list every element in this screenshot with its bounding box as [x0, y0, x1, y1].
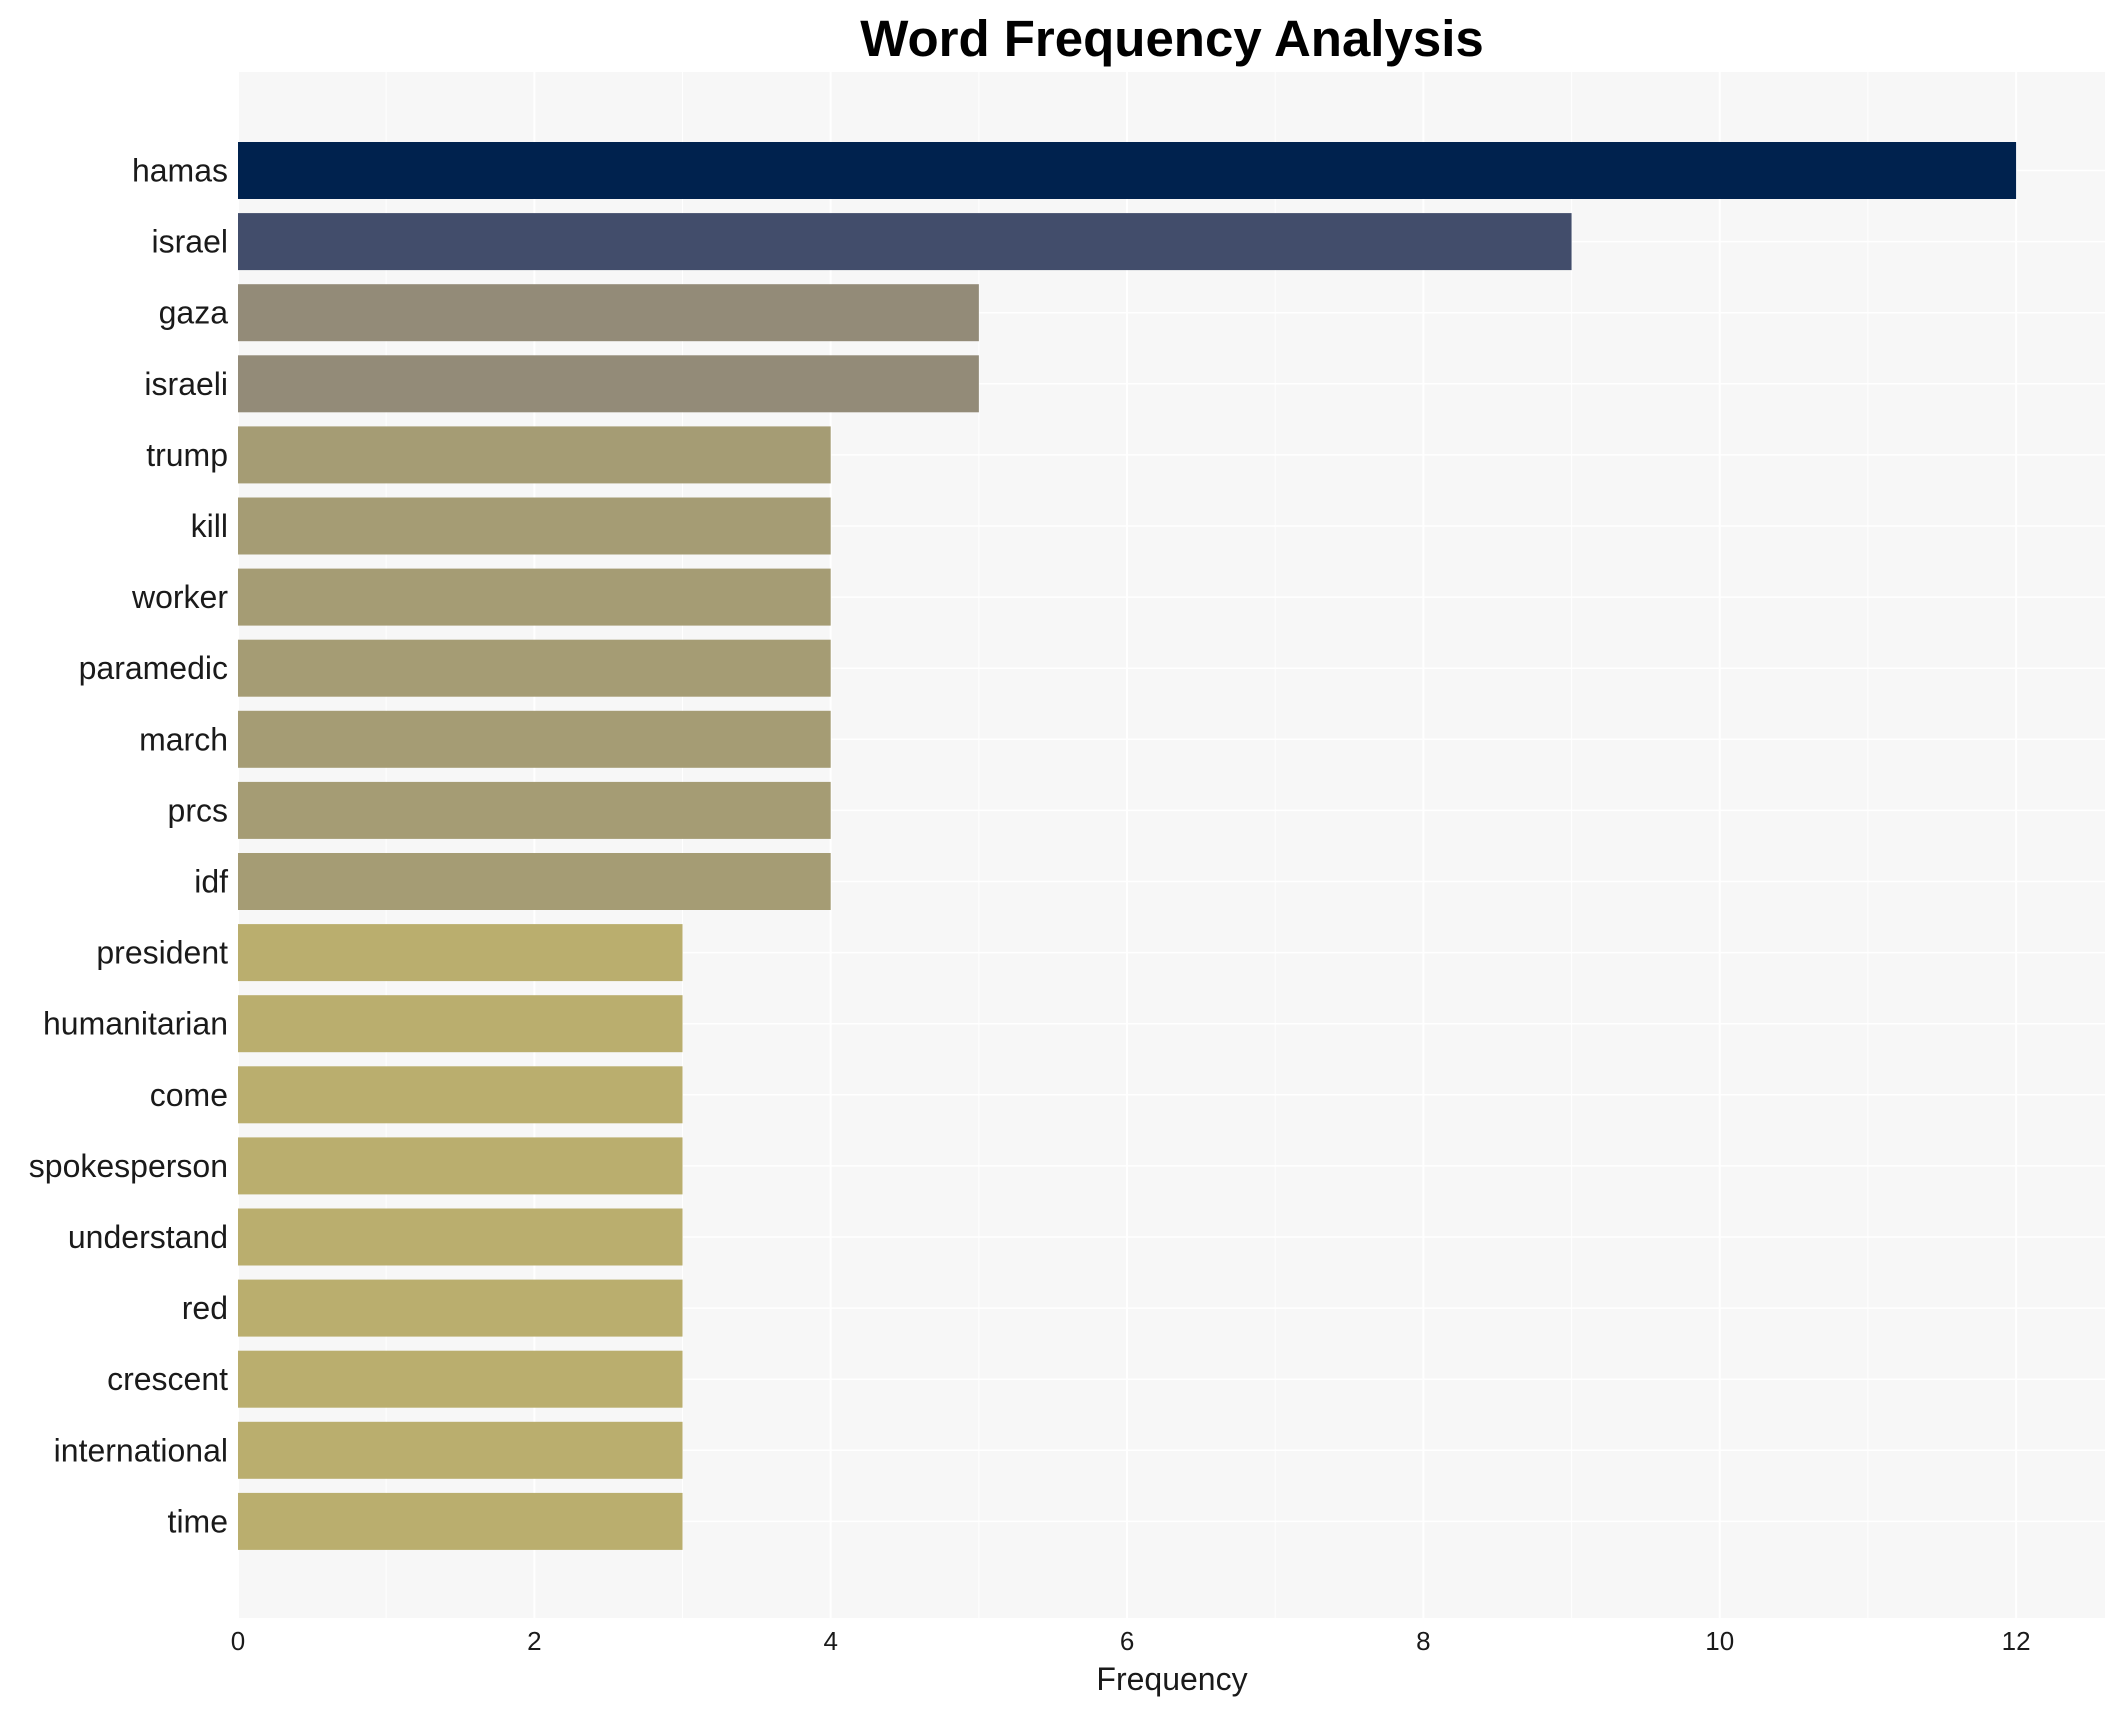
y-tick-label-march: march	[139, 721, 228, 757]
y-tick-label-crescent: crescent	[107, 1361, 228, 1397]
y-tick-label-israeli: israeli	[144, 366, 228, 402]
bar-understand	[238, 1208, 683, 1266]
bar-worker	[238, 568, 831, 626]
bar-international	[238, 1421, 683, 1479]
bar-red	[238, 1279, 683, 1337]
bar-crescent	[238, 1350, 683, 1408]
y-tick-label-president: president	[96, 935, 228, 971]
y-tick-label-understand: understand	[68, 1219, 228, 1255]
bar-president	[238, 924, 683, 982]
y-tick-label-gaza: gaza	[159, 295, 229, 331]
y-axis-labels: hamas israel gaza israeli trump kill worker par…	[29, 153, 229, 1540]
y-tick-label-come: come	[150, 1077, 228, 1113]
y-tick-label-hamas: hamas	[132, 153, 228, 189]
bar-come	[238, 1066, 683, 1124]
y-tick-label-israel: israel	[152, 224, 228, 260]
y-tick-label-international: international	[54, 1432, 228, 1468]
bar-kill	[238, 497, 831, 555]
x-axis-ticks: 0 2 4 6 8 10 12	[231, 1626, 2031, 1656]
x-tick-label: 0	[231, 1626, 245, 1656]
y-tick-label-idf: idf	[194, 864, 228, 900]
x-tick-label: 2	[527, 1626, 541, 1656]
bar-spokesperson	[238, 1137, 683, 1195]
bars	[238, 142, 2017, 1550]
y-tick-label-spokesperson: spokesperson	[29, 1148, 228, 1184]
y-tick-label-time: time	[168, 1503, 228, 1539]
bar-time	[238, 1492, 683, 1550]
y-tick-label-humanitarian: humanitarian	[43, 1006, 228, 1042]
bar-paramedic	[238, 639, 831, 697]
x-tick-label: 12	[2002, 1626, 2031, 1656]
bar-idf	[238, 853, 831, 910]
y-tick-label-trump: trump	[146, 437, 228, 473]
y-tick-label-worker: worker	[131, 579, 228, 615]
bar-humanitarian	[238, 995, 683, 1053]
x-tick-label: 4	[823, 1626, 837, 1656]
y-tick-label-red: red	[182, 1290, 228, 1326]
chart-title: Word Frequency Analysis	[860, 10, 1484, 67]
y-tick-label-prcs: prcs	[168, 792, 228, 828]
x-tick-label: 6	[1120, 1626, 1134, 1656]
y-tick-label-kill: kill	[191, 508, 228, 544]
bar-trump	[238, 426, 831, 484]
bar-march	[238, 710, 831, 768]
y-tick-label-paramedic: paramedic	[79, 650, 228, 686]
bar-hamas	[238, 142, 2017, 199]
x-tick-label: 8	[1416, 1626, 1430, 1656]
bar-prcs	[238, 781, 831, 839]
x-tick-label: 10	[1705, 1626, 1734, 1656]
x-axis-label: Frequency	[1096, 1661, 1247, 1697]
bar-gaza	[238, 284, 979, 342]
bar-israel	[238, 213, 1572, 271]
bar-israeli	[238, 355, 979, 413]
